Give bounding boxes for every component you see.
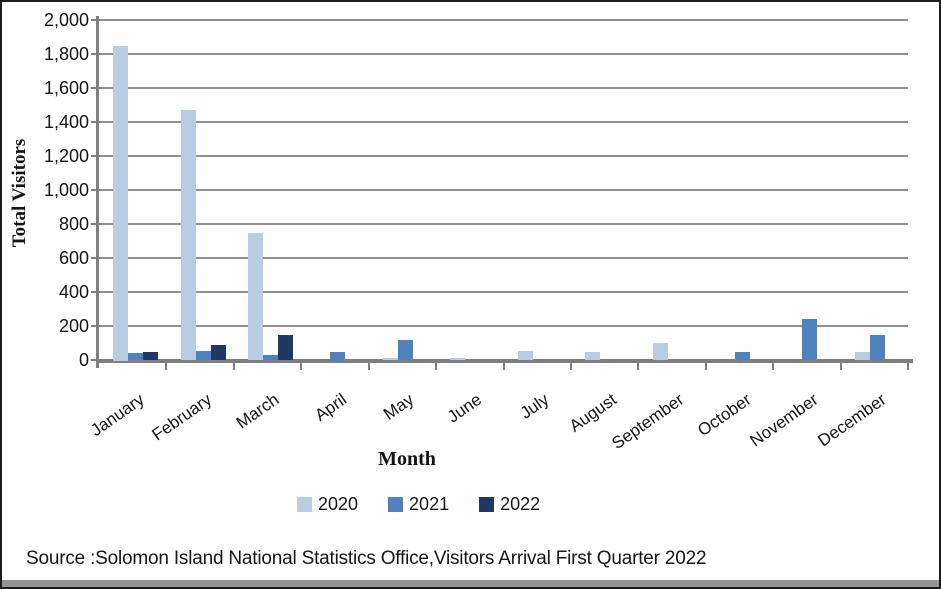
bar-2021-february [196, 351, 211, 360]
x-tick-8 [637, 363, 639, 370]
y-tick-label-1800: 1,800 [43, 44, 89, 64]
bar-2021-december [870, 335, 885, 360]
x-axis-line [96, 359, 913, 363]
bar-2021-october [735, 352, 750, 360]
legend-label-2020: 2020 [318, 494, 359, 514]
gridline-600 [99, 257, 908, 259]
legend: 2020 2021 2022 [297, 494, 540, 515]
x-tick-label-june: June [443, 389, 485, 427]
x-tick-9 [705, 363, 707, 370]
gridline-1200 [99, 155, 908, 157]
bar-2020-may [383, 358, 398, 360]
source-caption: Source :Solomon Island National Statisti… [26, 548, 707, 569]
legend-swatch-2021 [388, 497, 404, 512]
y-tick-800 [91, 223, 100, 225]
legend-item-2022: 2022 [479, 494, 540, 515]
bar-2020-march [248, 233, 263, 360]
bottom-edge-strip [2, 580, 939, 587]
gridline-200 [99, 325, 908, 327]
y-tick-label-0: 0 [78, 350, 89, 370]
y-tick-0 [91, 359, 100, 361]
bar-2021-may [398, 340, 413, 360]
x-tick-7 [570, 363, 572, 370]
bar-2020-january [113, 46, 128, 361]
bar-2021-april [330, 352, 345, 361]
gridline-1800 [99, 53, 908, 55]
y-tick-label-600: 600 [58, 248, 89, 268]
y-tick-label-2000: 2,000 [43, 10, 89, 30]
y-axis-line [96, 16, 99, 368]
y-tick-label-1200: 1,200 [43, 146, 89, 166]
gridline-1600 [99, 87, 908, 89]
legend-label-2022: 2022 [500, 494, 541, 514]
gridline-400 [99, 291, 908, 293]
x-tick-6 [503, 363, 505, 370]
x-tick-10 [772, 363, 774, 370]
legend-item-2020: 2020 [297, 494, 358, 515]
y-tick-400 [91, 291, 100, 293]
y-tick-label-1400: 1,400 [43, 112, 89, 132]
x-tick-11 [840, 363, 842, 370]
legend-swatch-2020 [297, 497, 312, 512]
legend-label-2021: 2021 [409, 494, 450, 514]
y-tick-200 [91, 325, 100, 327]
x-tick-1 [165, 363, 167, 370]
x-axis-title: Month [378, 448, 436, 470]
x-tick-label-august: August [565, 389, 620, 436]
bar-2022-january [143, 352, 158, 360]
bar-2020-july [518, 351, 533, 360]
y-tick-label-1600: 1,600 [43, 78, 89, 98]
bar-2022-february [211, 345, 226, 360]
bar-2020-august [585, 352, 600, 360]
y-tick-1600 [91, 87, 100, 89]
bar-2021-january [128, 353, 143, 360]
x-tick-2 [233, 363, 235, 370]
y-tick-1200 [91, 155, 100, 157]
bar-2020-june [450, 358, 465, 360]
x-tick-label-december: December [814, 389, 890, 451]
gridline-800 [99, 223, 908, 225]
legend-item-2021: 2021 [388, 494, 449, 515]
y-tick-1000 [91, 189, 100, 191]
x-tick-5 [435, 363, 437, 370]
x-tick-4 [368, 363, 370, 370]
bar-2020-september [653, 343, 668, 360]
bar-2022-march [278, 335, 293, 360]
x-tick-3 [300, 363, 302, 370]
gridline-2000 [99, 19, 908, 21]
y-tick-1800 [91, 53, 100, 55]
y-tick-label-1000: 1,000 [43, 180, 89, 200]
x-tick-label-march: March [233, 389, 283, 433]
gridline-1000 [99, 189, 908, 191]
x-tick-label-january: January [87, 389, 148, 441]
x-tick-label-april: April [311, 389, 351, 425]
y-tick-600 [91, 257, 100, 259]
y-tick-1400 [91, 121, 100, 123]
y-tick-2000 [91, 19, 100, 21]
y-tick-label-400: 400 [58, 282, 89, 302]
legend-swatch-2022 [479, 497, 495, 512]
x-tick-12 [907, 363, 909, 370]
x-tick-label-may: May [380, 389, 418, 424]
gridline-1400 [99, 121, 908, 123]
bar-2020-february [181, 110, 196, 360]
x-tick-label-september: September [608, 389, 688, 454]
y-tick-label-800: 800 [58, 214, 89, 234]
x-tick-label-july: July [516, 389, 553, 423]
y-tick-label-200: 200 [58, 316, 89, 336]
bar-2020-december [855, 352, 870, 360]
bar-2021-november [802, 319, 817, 360]
bar-2021-march [263, 355, 278, 360]
x-tick-label-november: November [746, 389, 823, 451]
x-tick-label-october: October [694, 389, 755, 441]
x-tick-label-february: February [148, 389, 216, 445]
